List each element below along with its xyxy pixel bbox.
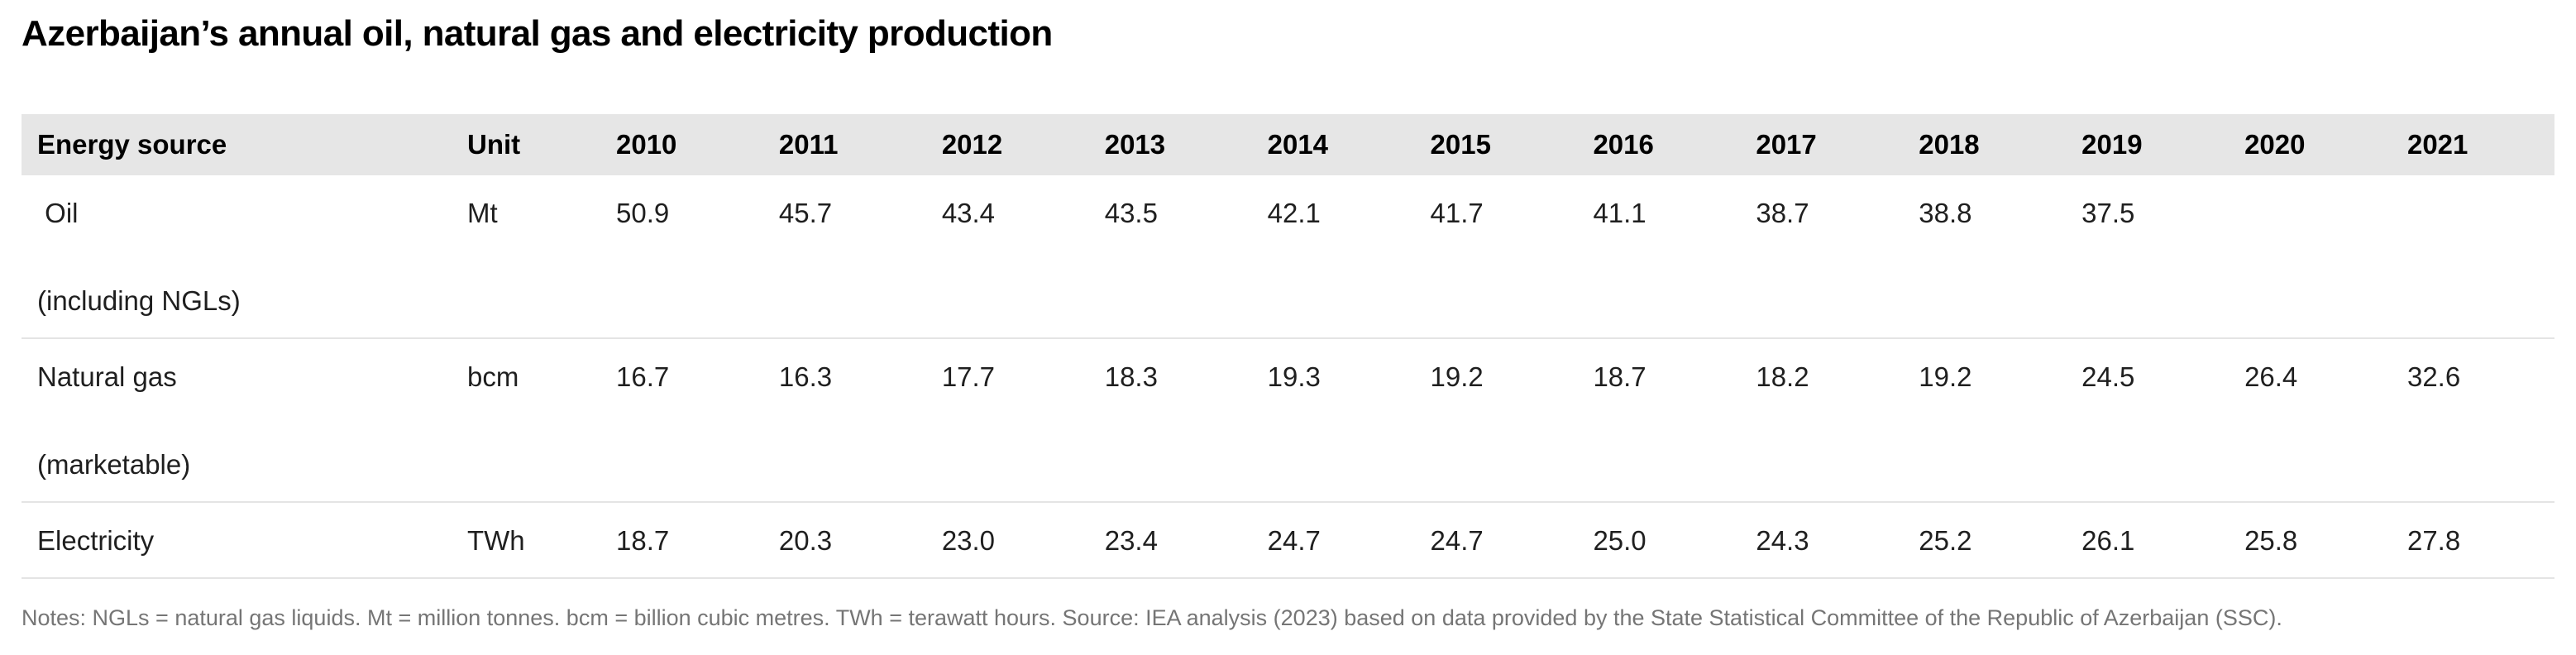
value-cell: 41.1 [1577, 175, 1741, 339]
unit-cell: TWh [452, 502, 600, 579]
table-notes: Notes: NGLs = natural gas liquids. Mt = … [22, 605, 2282, 630]
value-cell: 24.3 [1740, 502, 1904, 579]
value-cell: 23.0 [925, 502, 1089, 579]
value-cell: 24.7 [1414, 502, 1578, 579]
value-cell: 19.3 [1251, 338, 1415, 503]
value-cell [2391, 175, 2554, 339]
column-header-unit: Unit [452, 114, 600, 175]
value-cell: 38.8 [1903, 175, 2067, 339]
column-header-year-2014: 2014 [1251, 114, 1415, 175]
value-cell: 18.3 [1088, 338, 1252, 503]
row-label-line: (including NGLs) [37, 285, 241, 316]
column-header-year-2018: 2018 [1903, 114, 2067, 175]
page-title: Azerbaijan’s annual oil, natural gas and… [22, 13, 1053, 54]
unit-cell: bcm [452, 338, 600, 503]
value-cell: 42.1 [1251, 175, 1415, 339]
value-cell: 19.2 [1903, 338, 2067, 503]
column-header-year-2021: 2021 [2391, 114, 2554, 175]
value-cell: 24.7 [1251, 502, 1415, 579]
value-cell: 37.5 [2066, 175, 2230, 339]
value-cell: 27.8 [2391, 502, 2554, 579]
row-label-line: Oil [37, 198, 79, 228]
row-label-line: (marketable) [37, 449, 191, 480]
table-row-oil: Oil (including NGLs) Mt 50.9 45.7 43.4 4… [22, 175, 2554, 339]
value-cell: 43.4 [925, 175, 1089, 339]
production-table: Energy source Unit 2010 2011 2012 2013 2… [22, 114, 2554, 579]
column-header-year-2013: 2013 [1088, 114, 1252, 175]
value-cell: 50.9 [600, 175, 763, 339]
column-header-year-2012: 2012 [925, 114, 1089, 175]
table-row-natural-gas: Natural gas (marketable) bcm 16.7 16.3 1… [22, 338, 2554, 503]
value-cell: 26.1 [2066, 502, 2230, 579]
row-label-cell: Natural gas (marketable) [22, 338, 452, 503]
column-header-year-2017: 2017 [1740, 114, 1904, 175]
value-cell: 45.7 [762, 175, 926, 339]
value-cell: 25.8 [2229, 502, 2392, 579]
value-cell: 20.3 [762, 502, 926, 579]
value-cell: 18.7 [1577, 338, 1741, 503]
table-row-electricity: Electricity TWh 18.7 20.3 23.0 23.4 24.7… [22, 502, 2554, 579]
value-cell: 41.7 [1414, 175, 1578, 339]
value-cell: 16.3 [762, 338, 926, 503]
value-cell: 23.4 [1088, 502, 1252, 579]
unit-cell: Mt [452, 175, 600, 339]
row-label-cell: Electricity [22, 502, 452, 579]
column-header-year-2019: 2019 [2066, 114, 2230, 175]
value-cell: 25.2 [1903, 502, 2067, 579]
value-cell: 43.5 [1088, 175, 1252, 339]
page: Azerbaijan’s annual oil, natural gas and… [0, 12, 2576, 655]
column-header-year-2011: 2011 [762, 114, 926, 175]
column-header-year-2016: 2016 [1577, 114, 1741, 175]
header-row: Energy source Unit 2010 2011 2012 2013 2… [22, 114, 2554, 175]
value-cell: 24.5 [2066, 338, 2230, 503]
row-label-cell: Oil (including NGLs) [22, 175, 452, 339]
column-header-year-2020: 2020 [2229, 114, 2392, 175]
value-cell: 18.2 [1740, 338, 1904, 503]
row-label-line: Natural gas [37, 361, 177, 392]
column-header-energy-source: Energy source [22, 114, 452, 175]
column-header-year-2015: 2015 [1414, 114, 1578, 175]
value-cell: 38.7 [1740, 175, 1904, 339]
column-header-year-2010: 2010 [600, 114, 763, 175]
value-cell [2229, 175, 2392, 339]
value-cell: 18.7 [600, 502, 763, 579]
value-cell: 19.2 [1414, 338, 1578, 503]
value-cell: 32.6 [2391, 338, 2554, 503]
value-cell: 16.7 [600, 338, 763, 503]
row-label-line: Electricity [37, 525, 155, 556]
value-cell: 26.4 [2229, 338, 2392, 503]
value-cell: 17.7 [925, 338, 1089, 503]
value-cell: 25.0 [1577, 502, 1741, 579]
